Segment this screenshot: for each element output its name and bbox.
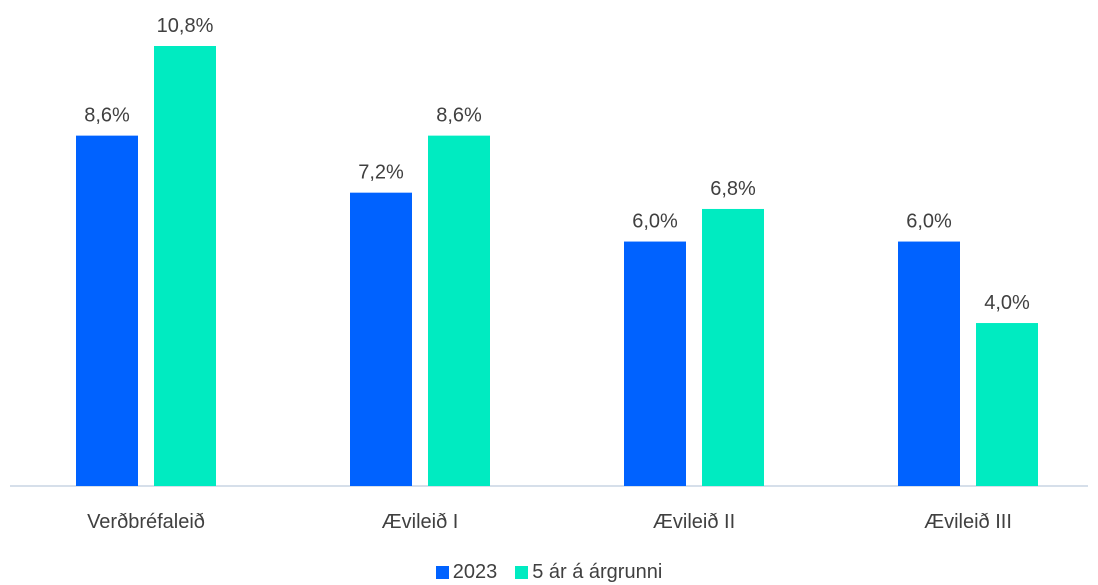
data-label-series-1-category-1: 8,6% (84, 105, 130, 127)
bar-series-2-category-4 (976, 323, 1038, 486)
bar-series-2-category-1 (154, 46, 216, 486)
category-label-2: Ævileið I (382, 511, 459, 533)
data-label-series-2-category-1: 10,8% (157, 15, 214, 37)
bar-series-1-category-4 (898, 241, 960, 486)
legend-swatch-series-1 (435, 565, 449, 579)
legend-item-series-1: 2023 (435, 560, 498, 584)
legend-label-series-1: 2023 (452, 560, 498, 583)
bar-series-2-category-3 (702, 208, 764, 487)
bar-series-2-category-2 (428, 135, 490, 486)
data-label-series-1-category-2: 7,2% (358, 162, 404, 184)
data-label-series-1-category-4: 6,0% (906, 211, 952, 233)
legend: 2023 5 ár á árgrunni (0, 560, 1098, 584)
data-label-series-2-category-3: 6,8% (710, 178, 756, 200)
legend-label-series-2: 5 ár á árgrunni (532, 560, 663, 583)
legend-item-series-2: 5 ár á árgrunni (515, 561, 662, 584)
data-label-series-2-category-4: 4,0% (984, 292, 1030, 314)
category-label-4: Ævileið III (924, 511, 1012, 533)
data-label-series-1-category-3: 6,0% (632, 211, 678, 233)
bar-series-1-category-2 (350, 192, 412, 486)
bar-series-1-category-1 (76, 135, 138, 486)
category-label-1: Verðbréfaleið (87, 511, 205, 533)
bar-series-1-category-3 (624, 241, 686, 486)
data-label-series-2-category-2: 8,6% (436, 105, 482, 127)
category-label-3: Ævileið II (653, 511, 735, 533)
legend-swatch-series-2 (515, 565, 529, 579)
